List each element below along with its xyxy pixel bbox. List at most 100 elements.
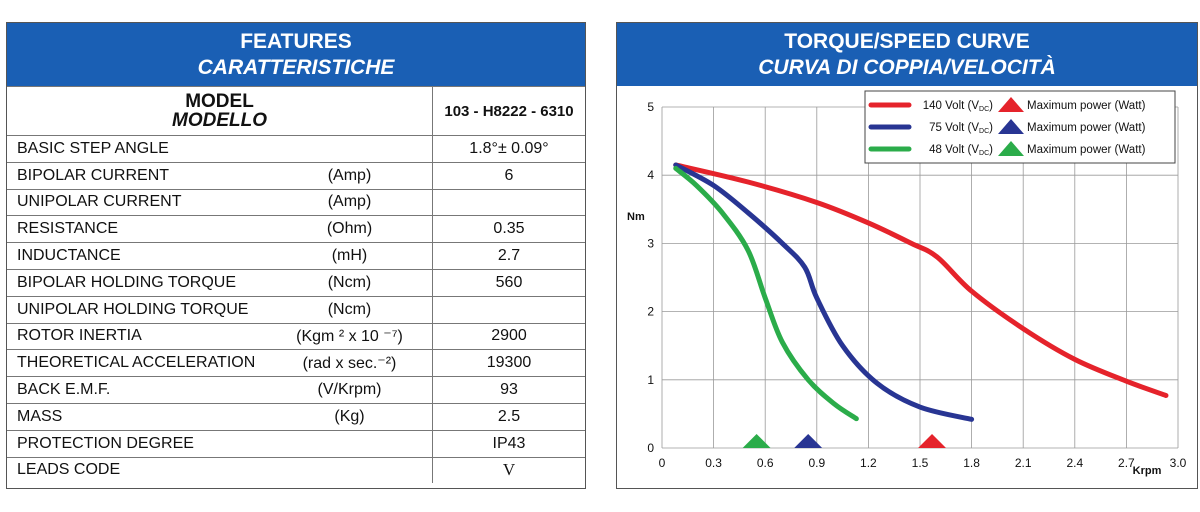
features-panel: FEATURES CARATTERISTICHE MODEL MODELLO 1… [6, 22, 586, 489]
spec-name: BIPOLAR HOLDING TORQUE [7, 268, 267, 297]
x-tick-label: 3.0 [1170, 456, 1187, 470]
y-tick-label: 1 [647, 373, 654, 387]
spec-name: RESISTANCE [7, 215, 267, 243]
x-tick-label: 0.6 [757, 456, 774, 470]
spec-name: UNIPOLAR HOLDING TORQUE [7, 295, 267, 324]
model-value: 103 - H8222 - 6310 [432, 86, 585, 136]
series-line-48v [673, 165, 859, 422]
curve-title-it: CURVA DI COPPIA/VELOCITÀ [758, 56, 1056, 79]
spec-value: 19300 [432, 349, 585, 377]
spec-unit: (Ncm) [267, 268, 433, 297]
model-label: MODEL [185, 91, 254, 112]
spec-row: UNIPOLAR HOLDING TORQUE (Ncm) [7, 295, 585, 324]
features-title: FEATURES [240, 30, 352, 53]
x-tick-label: 0 [659, 456, 666, 470]
spec-row: BIPOLAR CURRENT (Amp) 6 [7, 161, 585, 190]
spec-value: 0.35 [432, 215, 585, 243]
legend-label: 75 Volt (VDC) [929, 122, 993, 135]
x-tick-label: 0.9 [808, 456, 825, 470]
spec-value: 6 [432, 161, 585, 190]
legend-volt: 75 Volt (V [929, 122, 979, 134]
x-tick-label: 2.7 [1118, 456, 1135, 470]
spec-name: PROTECTION DEGREE [7, 429, 267, 458]
spec-unit: (V/Krpm) [267, 376, 433, 404]
spec-row: LEADS CODE V [7, 456, 585, 484]
legend-max-power-label: Maximum power (Watt) [1027, 100, 1146, 112]
curve-header: TORQUE/SPEED CURVE CURVA DI COPPIA/VELOC… [617, 23, 1197, 86]
spec-name: UNIPOLAR CURRENT [7, 188, 267, 216]
spec-row: UNIPOLAR CURRENT (Amp) [7, 188, 585, 216]
legend-box [864, 90, 1176, 164]
spec-name: ROTOR INERTIA [7, 322, 267, 350]
x-axis-label: Krpm [1133, 465, 1162, 477]
spec-unit [267, 456, 433, 484]
features-title-it: CARATTERISTICHE [197, 56, 395, 79]
spec-value: 93 [432, 376, 585, 404]
legend-triangle [998, 97, 1024, 112]
spec-name: INDUCTANCE [7, 242, 267, 270]
curve-title: TORQUE/SPEED CURVE [784, 30, 1030, 53]
spec-value [432, 295, 585, 324]
x-tick-label: 1.2 [860, 456, 877, 470]
spec-unit: (Amp) [267, 161, 433, 190]
spec-value: 2.5 [432, 402, 585, 431]
spec-value: IP43 [432, 429, 585, 458]
spec-unit: (Ncm) [267, 295, 433, 324]
spec-value: 1.8°± 0.09° [432, 135, 585, 163]
torque-curve-panel: TORQUE/SPEED CURVE CURVA DI COPPIA/VELOC… [616, 22, 1198, 489]
spec-name: MASS [7, 402, 267, 431]
model-label-cell: MODEL MODELLO [7, 86, 433, 136]
spec-row: RESISTANCE (Ohm) 0.35 [7, 215, 585, 243]
spec-value: V [432, 456, 585, 484]
legend-subscript: DC [979, 106, 989, 113]
spec-unit: (rad x sec.⁻²) [267, 349, 433, 377]
spec-row: BIPOLAR HOLDING TORQUE (Ncm) 560 [7, 268, 585, 297]
features-header: FEATURES CARATTERISTICHE [7, 23, 585, 86]
y-tick-label: 4 [647, 168, 654, 182]
y-axis-label: Nm [627, 211, 645, 223]
max-power-marker-48v [742, 434, 771, 448]
series-line-140v [673, 162, 1169, 398]
max-power-marker-75v [794, 434, 823, 448]
spec-row: BASIC STEP ANGLE 1.8°± 0.09° [7, 135, 585, 163]
legend-subscript: DC [979, 128, 989, 135]
legend-triangle [998, 119, 1024, 134]
spec-unit: (Kgm ² x 10 ⁻⁷) [267, 322, 433, 350]
legend-close: ) [989, 144, 993, 156]
x-tick-label: 2.1 [1015, 456, 1032, 470]
legend-max-power-label: Maximum power (Watt) [1027, 122, 1146, 134]
legend-subscript: DC [979, 150, 989, 157]
spec-name: LEADS CODE [7, 456, 267, 484]
model-label-it: MODELLO [172, 110, 267, 131]
spec-name: BASIC STEP ANGLE [7, 135, 267, 163]
y-tick-label: 0 [647, 441, 654, 455]
x-tick-label: 0.3 [705, 456, 722, 470]
spec-unit: (mH) [267, 242, 433, 270]
torque-speed-chart: 0 0.3 0.6 0.9 1.2 1.5 1.8 2.1 2.4 2.7 3.0 0 1 2 3 4 5 Nm K… [627, 90, 1187, 477]
x-tick-label: 2.4 [1066, 456, 1083, 470]
legend-label: 140 Volt (VDC) [923, 100, 993, 113]
y-tick-label: 3 [647, 236, 654, 250]
spec-row: ROTOR INERTIA (Kgm ² x 10 ⁻⁷) 2900 [7, 322, 585, 350]
spec-value: 560 [432, 268, 585, 297]
spec-unit [267, 135, 433, 163]
spec-row: PROTECTION DEGREE IP43 [7, 429, 585, 458]
legend-volt: 140 Volt (V [923, 100, 980, 112]
features-table: MODEL MODELLO 103 - H8222 - 6310 BASIC S… [7, 86, 585, 484]
spec-value: 2.7 [432, 242, 585, 270]
spec-value [432, 188, 585, 216]
spec-unit: (Amp) [267, 188, 433, 216]
legend-close: ) [989, 122, 993, 134]
series-line-75v [673, 162, 975, 422]
legend-volt: 48 Volt (V [929, 144, 979, 156]
spec-unit: (Ohm) [267, 215, 433, 243]
spec-name: BIPOLAR CURRENT [7, 161, 267, 190]
spec-row: INDUCTANCE (mH) 2.7 [7, 242, 585, 270]
spec-name: THEORETICAL ACCELERATION [7, 349, 267, 377]
spec-row: BACK E.M.F. (V/Krpm) 93 [7, 376, 585, 404]
spec-row: THEORETICAL ACCELERATION (rad x sec.⁻²) 19… [7, 349, 585, 377]
legend-close: ) [989, 100, 993, 112]
legend-max-power-label: Maximum power (Watt) [1027, 144, 1146, 156]
spec-value: 2900 [432, 322, 585, 350]
max-power-marker-140v [918, 434, 947, 448]
